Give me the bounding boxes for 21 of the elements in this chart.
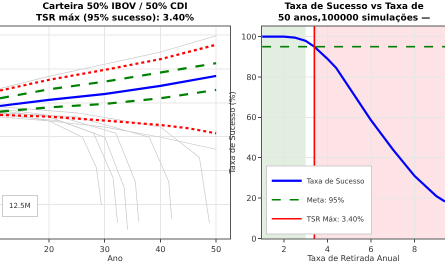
x-axis-title: Ano [107,254,123,264]
x-tick-label: 50 [211,245,222,254]
chart-subtitle: TSR máx (95% sucesso): 3.40% [36,12,194,24]
y-tick-label: 80 [246,72,257,82]
x-tick-label: 20 [44,245,54,254]
x-tick-label: 4 [324,245,330,254]
chart-subtitle: 50 anos,100000 simulações — [278,14,430,24]
y-tick-label: 100 [241,32,257,42]
x-tick-label: 30 [100,245,110,254]
chart-title: Carteira 50% IBOV / 50% CDI [42,2,188,12]
x-tick-label: 2 [281,245,286,254]
x-tick-label: 6 [368,245,374,254]
x-tick-label: 8 [412,245,418,254]
x-axis-title: Taxa de Retirada Anual [306,254,400,264]
x-tick-label: 40 [155,245,166,254]
y-tick-label: 20 [246,194,257,203]
y-tick-label: 40 [246,154,257,163]
y-tick-label: 0 [251,234,257,244]
y-axis-title: Taxa de Sucesso (%) [228,91,237,175]
chart-title: Taxa de Sucesso vs Taxa de [284,2,424,12]
y-tick-label: 60 [246,113,257,122]
